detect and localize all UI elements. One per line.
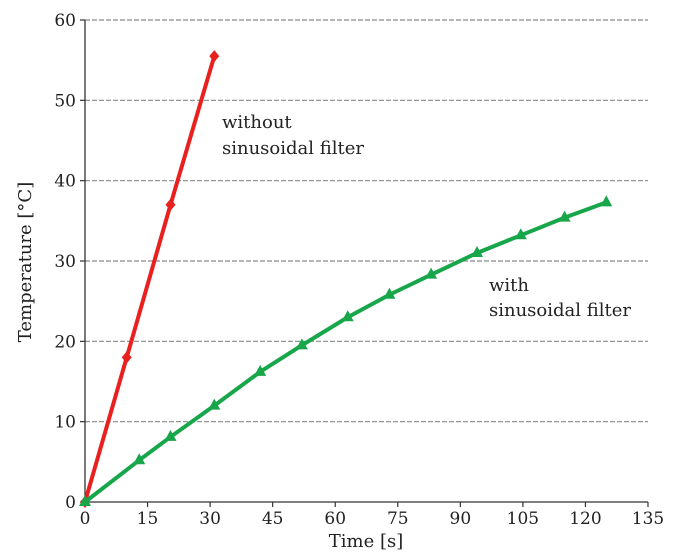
y-tick-label: 0 (65, 493, 76, 513)
data-point-triangle (514, 228, 527, 240)
x-tick-label: 75 (387, 509, 409, 529)
series-line (83, 54, 217, 504)
annotation-with-line2: sinusoidal filter (489, 300, 631, 321)
annotation-with-filter: with sinusoidal filter (489, 275, 631, 321)
data-point-triangle (383, 287, 396, 299)
y-axis-label: Temperature [°C] (15, 182, 36, 342)
data-point-triangle (558, 210, 571, 222)
data-point-diamond (121, 351, 132, 364)
data-point-diamond (165, 198, 176, 211)
y-tick-label: 50 (54, 91, 76, 111)
y-tick-label: 30 (54, 252, 76, 272)
x-tick-label: 135 (632, 509, 664, 529)
data-point-triangle (133, 453, 146, 465)
data-point-triangle (295, 338, 308, 350)
x-tick-label: 15 (137, 509, 159, 529)
data-point-triangle (164, 429, 177, 441)
y-tick-label: 60 (54, 11, 76, 31)
annotation-without-line2: sinusoidal filter (222, 138, 364, 159)
x-tick-label: 45 (262, 509, 284, 529)
data-point-triangle (254, 364, 267, 376)
x-tick-label: 105 (507, 509, 539, 529)
annotation-without-line1: without (222, 112, 292, 133)
grid-lines (80, 19, 649, 507)
data-point-triangle (79, 495, 91, 506)
data-point-triangle (341, 310, 354, 322)
x-tick-label: 120 (569, 509, 601, 529)
x-tick-label: 30 (199, 509, 221, 529)
y-tick-label: 40 (54, 172, 76, 192)
data-point-diamond (209, 50, 220, 63)
x-tick-label: 60 (324, 509, 346, 529)
y-tick-label: 10 (54, 413, 76, 433)
data-point-triangle (600, 195, 613, 207)
x-tick-label: 90 (450, 509, 472, 529)
x-tick-labels: 0 15 30 45 60 75 90 105 120 135 (80, 509, 665, 529)
data-point-triangle (471, 245, 484, 257)
data-point-triangle (425, 267, 438, 279)
data-point-triangle (208, 398, 221, 410)
series-line (83, 200, 609, 504)
y-tick-labels: 0 10 20 30 40 50 60 (54, 11, 76, 513)
y-tick-label: 20 (54, 332, 76, 352)
annotation-with-line1: with (489, 275, 529, 296)
annotation-without-filter: without sinusoidal filter (222, 112, 364, 159)
series-with-filter (79, 195, 613, 506)
series (79, 50, 613, 508)
x-tick-label: 0 (80, 509, 91, 529)
axes (84, 20, 648, 503)
x-axis-label: Time [s] (329, 531, 404, 552)
series-without-filter (80, 50, 220, 508)
